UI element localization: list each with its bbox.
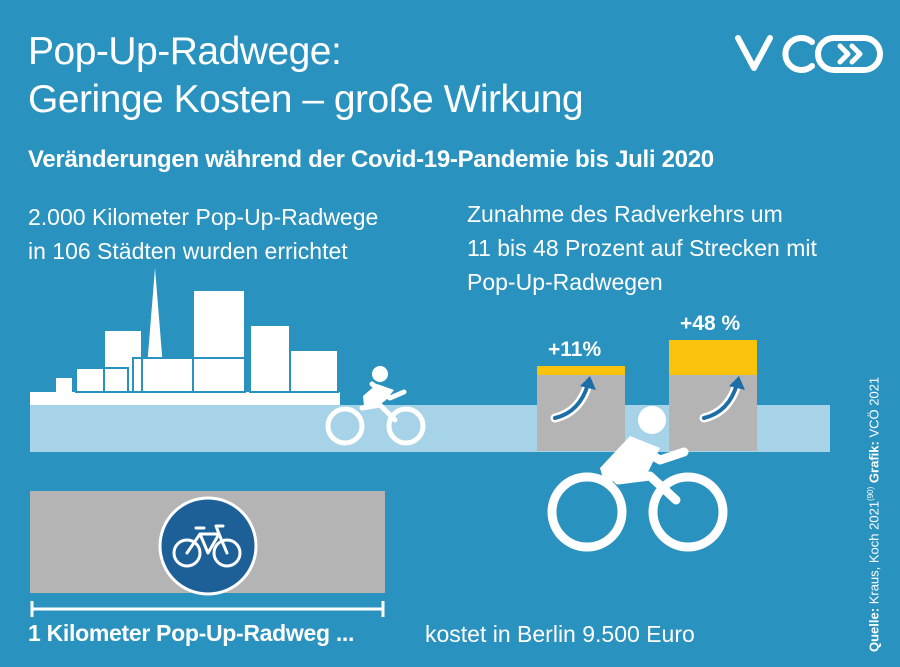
source-superscript: (90): [866, 486, 875, 501]
cyclist-small-body: [363, 366, 394, 406]
city-skyline-outlines: [75, 289, 339, 393]
vco-logo-icon: [735, 35, 883, 73]
city-skyline-icon: [30, 268, 340, 405]
page-title: Pop-Up-Radwege: Geringe Kosten – große W…: [28, 28, 584, 124]
subtitle: Veränderungen während der Covid-19-Pande…: [28, 146, 714, 173]
cyclist-small-icon: [325, 381, 426, 446]
stat-kilometers: 2.000 Kilometer Pop-Up-Radwege in 106 St…: [28, 200, 378, 268]
title-line-1: Pop-Up-Radwege:: [28, 30, 342, 73]
graphic-text: VCÖ 2021: [866, 376, 882, 438]
graphic-label: Grafik:: [866, 441, 882, 484]
title-line-2: Geringe Kosten – große Wirkung: [28, 78, 584, 121]
footer-cost: kostet in Berlin 9.500 Euro: [425, 621, 695, 647]
stat-increase-line-3: Pop-Up-Radwegen: [467, 269, 663, 295]
increase-high-label: +48 %: [680, 312, 741, 335]
source-label: Quelle:: [866, 607, 882, 652]
stat-increase-line-1: Zunahme des Radverkehrs um: [467, 201, 783, 227]
bar-low: [537, 366, 625, 451]
increase-low-label: +11%: [548, 338, 602, 361]
stat-kilometers-line-2: in 106 Städten wurden errichtet: [28, 238, 348, 264]
stat-kilometers-line-1: 2.000 Kilometer Pop-Up-Radwege: [28, 204, 379, 230]
cyclist-large-body: [600, 406, 666, 482]
bicycle-sign-icon: [158, 496, 258, 596]
stat-increase: Zunahme des Radverkehrs um 11 bis 48 Pro…: [467, 197, 817, 299]
bar-high: [669, 340, 757, 451]
footer-statement: 1 Kilometer Pop-Up-Radweg ...: [28, 620, 355, 646]
stat-increase-line-2: 11 bis 48 Prozent auf Strecken mit: [467, 235, 817, 261]
source-text: Kraus, Koch 2021: [866, 500, 882, 605]
measurement-bracket: [30, 601, 385, 617]
source-credit: Quelle: Kraus, Koch 2021(90) Grafik: VCÖ…: [866, 377, 881, 652]
